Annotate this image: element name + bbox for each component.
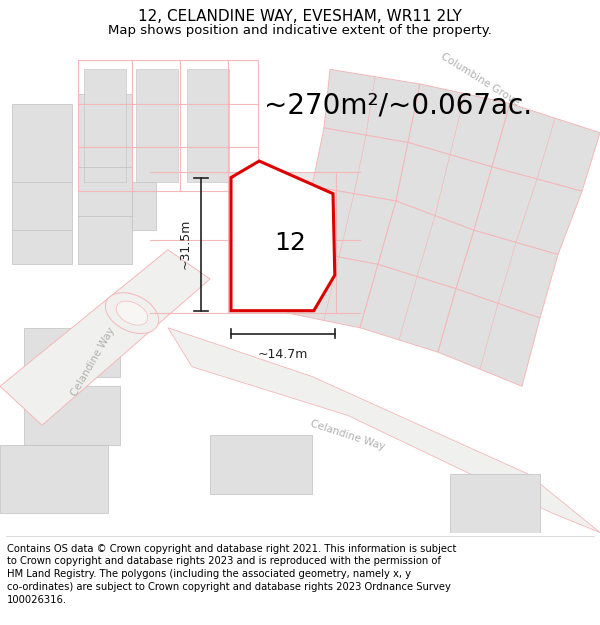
- Polygon shape: [24, 386, 120, 445]
- Polygon shape: [408, 84, 510, 167]
- Text: ~31.5m: ~31.5m: [179, 219, 192, 269]
- Polygon shape: [324, 69, 420, 142]
- Polygon shape: [456, 230, 558, 318]
- Polygon shape: [312, 128, 408, 201]
- Polygon shape: [0, 250, 210, 425]
- Polygon shape: [24, 328, 120, 376]
- Text: Columbine Grove: Columbine Grove: [439, 51, 521, 108]
- Ellipse shape: [106, 292, 158, 334]
- Polygon shape: [474, 167, 582, 254]
- Polygon shape: [84, 69, 126, 181]
- Text: Celandine Way: Celandine Way: [69, 326, 117, 398]
- Polygon shape: [168, 328, 600, 532]
- Polygon shape: [210, 435, 312, 494]
- Polygon shape: [378, 201, 474, 289]
- Text: ~270m²/~0.067ac.: ~270m²/~0.067ac.: [264, 92, 532, 120]
- Text: ~14.7m: ~14.7m: [258, 348, 308, 361]
- Polygon shape: [450, 474, 540, 532]
- Text: 12, CELANDINE WAY, EVESHAM, WR11 2LY: 12, CELANDINE WAY, EVESHAM, WR11 2LY: [138, 9, 462, 24]
- Text: 12: 12: [274, 231, 306, 255]
- Polygon shape: [360, 264, 456, 352]
- Polygon shape: [300, 186, 396, 264]
- Polygon shape: [78, 94, 132, 264]
- Polygon shape: [132, 181, 156, 230]
- Polygon shape: [0, 445, 108, 513]
- Polygon shape: [187, 69, 229, 181]
- Polygon shape: [396, 142, 492, 230]
- Polygon shape: [136, 69, 178, 181]
- Polygon shape: [231, 161, 335, 311]
- Polygon shape: [288, 250, 378, 328]
- Text: Map shows position and indicative extent of the property.: Map shows position and indicative extent…: [108, 24, 492, 37]
- Polygon shape: [492, 104, 600, 191]
- Text: Contains OS data © Crown copyright and database right 2021. This information is : Contains OS data © Crown copyright and d…: [7, 544, 457, 605]
- Polygon shape: [438, 289, 540, 386]
- Ellipse shape: [116, 301, 148, 325]
- Text: Celandine Way: Celandine Way: [310, 418, 386, 452]
- Polygon shape: [12, 104, 72, 264]
- Polygon shape: [228, 172, 330, 313]
